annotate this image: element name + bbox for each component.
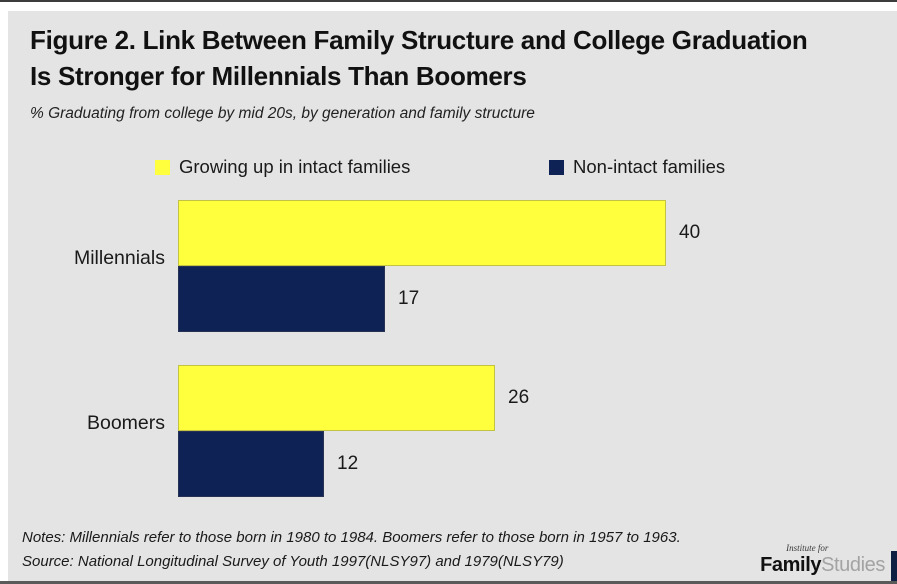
category-label-boomers: Boomers: [86, 412, 165, 434]
figure-subtitle: % Graduating from college by mid 20s, by…: [30, 105, 535, 122]
bar-row-millennials-intact: 40: [178, 200, 700, 266]
figure-source: Source: National Longitudinal Survey of …: [22, 553, 564, 570]
bar-value-boomers-non-intact: 12: [337, 453, 359, 474]
bar-value-millennials-intact: 40: [679, 222, 701, 243]
bar-value-millennials-non-intact: 17: [398, 288, 420, 309]
figure-title: Figure 2. Link Between Family Structure …: [30, 22, 808, 94]
legend-swatch-yellow: [155, 159, 170, 175]
legend-swatch-navy: [549, 159, 564, 175]
legend-label-non-intact: Non-intact families: [573, 156, 726, 177]
logo-pre-text: Institute for: [786, 543, 829, 553]
bar-boomers-intact: [178, 365, 495, 431]
bar-boomers-non-intact: [178, 431, 324, 497]
bar-millennials-non-intact: [178, 266, 385, 332]
figure-title-line2: Is Stronger for Millennials Than Boomers: [30, 61, 527, 91]
legend-item-non-intact-families: Non-intact families: [549, 154, 725, 180]
bar-value-boomers-intact: 26: [508, 387, 530, 408]
chart-panel: Figure 2. Link Between Family Structure …: [8, 11, 897, 581]
institute-for-family-studies-logo: Institute for FamilyStudies: [760, 543, 885, 576]
chart-legend: Growing up in intact families Non-intact…: [8, 154, 897, 180]
legend-item-intact-families: Growing up in intact families: [155, 154, 410, 180]
logo-studies-text: Studies: [821, 554, 885, 576]
bar-millennials-intact: [178, 200, 666, 266]
logo-family-text: Family: [760, 554, 822, 576]
category-label-millennials: Millennials: [73, 247, 165, 269]
figure-notes: Notes: Millennials refer to those born i…: [22, 529, 681, 546]
figure-title-line1: Figure 2. Link Between Family Structure …: [30, 25, 808, 55]
bar-row-millennials-non-intact: 17: [178, 266, 419, 332]
legend-label-intact: Growing up in intact families: [179, 156, 411, 177]
bar-row-boomers-intact: 26: [178, 365, 529, 431]
logo-vertical-bar: [891, 551, 897, 581]
bar-row-boomers-non-intact: 12: [178, 431, 358, 497]
logo-brand-text: FamilyStudies: [760, 554, 885, 576]
